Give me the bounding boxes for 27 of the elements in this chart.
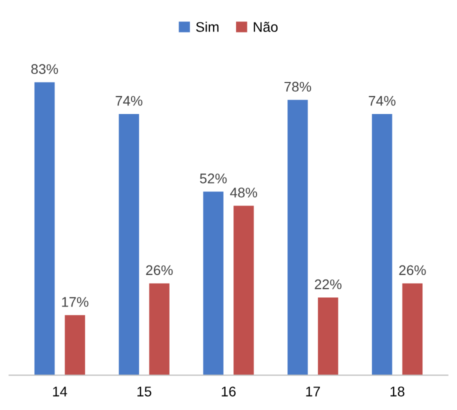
bar bbox=[149, 283, 170, 376]
data-label: 26% bbox=[399, 265, 426, 276]
bar bbox=[288, 100, 308, 376]
bar bbox=[372, 114, 392, 376]
data-label: 22% bbox=[314, 279, 342, 290]
legend-label: Sim bbox=[196, 22, 218, 32]
data-label: 48% bbox=[230, 188, 258, 198]
bar bbox=[402, 283, 423, 376]
data-label: 83% bbox=[31, 64, 58, 74]
legend-label: Não bbox=[254, 22, 278, 32]
data-label: 26% bbox=[146, 265, 173, 276]
data-label: 52% bbox=[200, 174, 227, 184]
data-label: 78% bbox=[284, 82, 312, 92]
data-label: 17% bbox=[62, 297, 88, 307]
bar bbox=[34, 82, 55, 376]
x-tick-label: 18 bbox=[390, 386, 404, 396]
bar bbox=[64, 315, 86, 376]
x-tick-label: 14 bbox=[53, 386, 68, 396]
bar bbox=[318, 298, 338, 376]
bar bbox=[203, 192, 224, 376]
data-label: 74% bbox=[368, 96, 396, 106]
x-tick-label: 16 bbox=[222, 386, 236, 396]
x-tick-label: 17 bbox=[306, 386, 320, 396]
data-label: 74% bbox=[116, 96, 142, 106]
bar bbox=[118, 114, 140, 376]
bar bbox=[234, 206, 254, 376]
x-tick-label: 15 bbox=[137, 386, 152, 396]
